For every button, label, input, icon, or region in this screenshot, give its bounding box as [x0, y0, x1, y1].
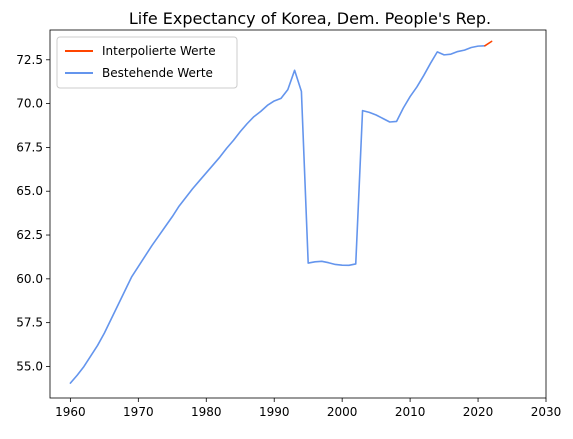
- axes-frame: [49, 29, 547, 399]
- y-tick-label: 67.5: [16, 140, 43, 154]
- y-tick-label: 55.0: [16, 359, 43, 373]
- y-tick-label: 60.0: [16, 272, 43, 286]
- series-line-1: [69, 44, 486, 384]
- legend-box: [56, 36, 238, 89]
- x-tick-label: 2030: [531, 405, 562, 419]
- x-tick-label: 1980: [191, 405, 222, 419]
- series-line-0: [484, 40, 493, 47]
- x-tick-label: 1970: [123, 405, 154, 419]
- x-tick-label: 2020: [463, 405, 494, 419]
- axes-layer: 1960 1970 1980 1990 2000 2010 2020 2030 55.0 57.5…: [16, 29, 562, 419]
- y-tick-label: 62.5: [16, 228, 43, 242]
- y-tick-label: 70.0: [16, 97, 43, 111]
- legend: Interpolierte Werte Bestehende Werte: [56, 36, 238, 89]
- y-tick-label: 65.0: [16, 184, 43, 198]
- chart-title: Life Expectancy of Korea, Dem. People's …: [129, 9, 491, 28]
- legend-label: Interpolierte Werte: [102, 44, 216, 58]
- plot-area: [50, 30, 546, 398]
- x-tick-label: 2010: [395, 405, 426, 419]
- x-tick-label: 1990: [259, 405, 290, 419]
- legend-label: Bestehende Werte: [102, 66, 213, 80]
- y-tick-label: 72.5: [16, 53, 43, 67]
- marks-layer: [69, 40, 493, 384]
- y-tick-label: 57.5: [16, 316, 43, 330]
- x-tick-label: 2000: [327, 405, 358, 419]
- x-tick-label: 1960: [55, 405, 86, 419]
